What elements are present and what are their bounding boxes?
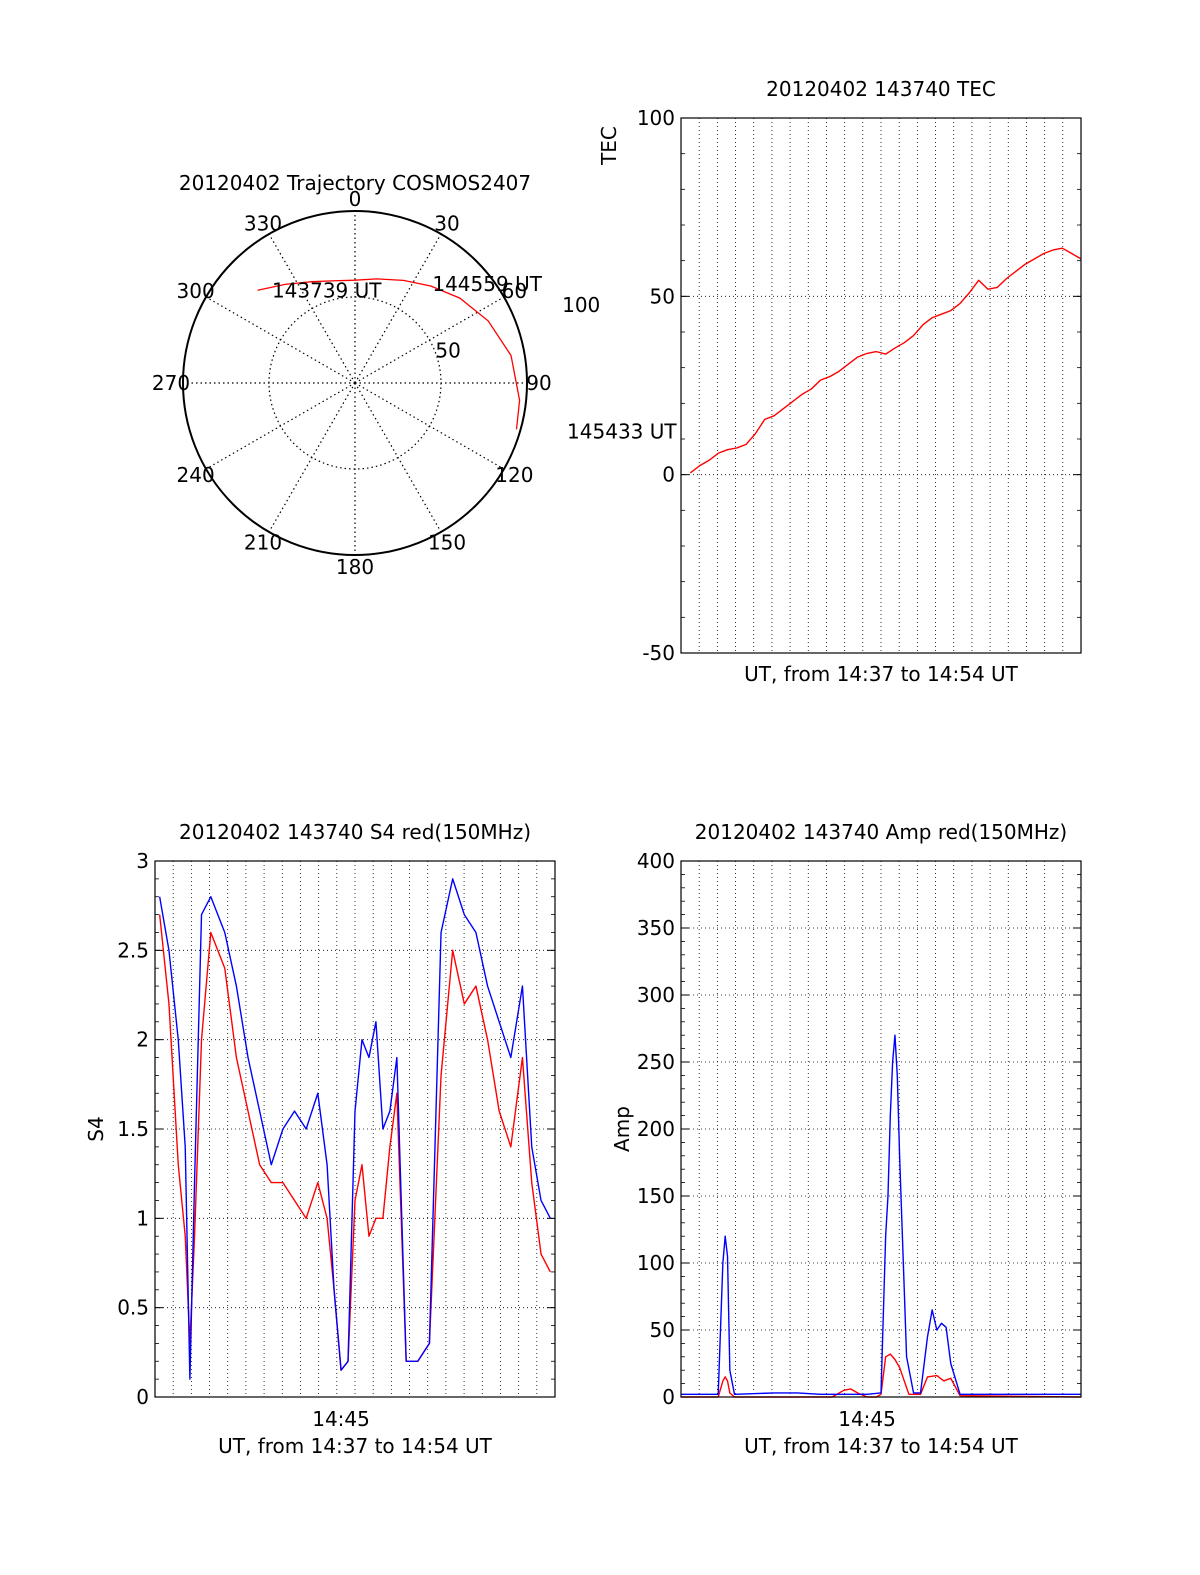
amp-ytick-label: 200 [637, 1117, 675, 1141]
amp-plot-frame [680, 860, 1082, 1398]
polar-spoke-120 [354, 382, 505, 470]
amp-series-blue [681, 1034, 1081, 1396]
s4-chart: 0 0.5 1 1.5 2 2.5 3 14:45 20120402 143740 S4 red… [84, 820, 556, 1458]
tec-ytick-label: 100 [637, 106, 675, 130]
tec-series-red [689, 247, 1082, 474]
polar-spoke-60 [354, 296, 505, 384]
radius-label-100: 100 [562, 293, 600, 317]
tec-plot-frame [680, 117, 1082, 654]
azimuth-label-150: 150 [428, 530, 466, 554]
s4-ytick-label: 2.5 [117, 938, 149, 962]
s4-ytick-label: 1 [136, 1206, 149, 1230]
s4-ytick-label: 0.5 [117, 1296, 149, 1320]
amp-ytick-label: 300 [637, 983, 675, 1007]
tec-ytick-label: 50 [650, 284, 675, 308]
s4-ytick-label: 1.5 [117, 1117, 149, 1141]
azimuth-label-120: 120 [495, 463, 533, 487]
azimuth-label-330: 330 [244, 212, 282, 236]
trajectory-line [257, 278, 521, 430]
radius-label-50: 50 [435, 339, 460, 363]
tec-chart: -50 0 50 100 20120402 143740 TEC UT, from 14:… [597, 77, 1082, 686]
trajectory-time-label: 145433 UT [567, 419, 677, 443]
amp-ytick-label: 100 [637, 1251, 675, 1275]
polar-spoke-300 [205, 296, 356, 384]
s4-ylabel: S4 [84, 1116, 108, 1141]
amp-chart: 0 50 100 150 200 250 300 350 400 14:45 20120402 14… [610, 820, 1082, 1458]
tec-ylabel: TEC [597, 126, 621, 166]
polar-spoke-210 [268, 382, 356, 533]
polar-spoke-240 [205, 382, 356, 470]
polar-spoke-30 [354, 233, 442, 384]
polar-spoke-150 [354, 382, 442, 533]
azimuth-label-30: 30 [434, 212, 459, 236]
azimuth-label-240: 240 [177, 463, 215, 487]
azimuth-label-0: 0 [349, 187, 362, 211]
trajectory-polar-plot: 20120402 Trajectory COSMOS24070306090120… [152, 171, 677, 579]
s4-plot-frame [154, 860, 556, 1398]
azimuth-label-300: 300 [177, 279, 215, 303]
amp-ytick-label: 400 [637, 849, 675, 873]
s4-xtick-label: 14:45 [312, 1407, 370, 1431]
tec-ytick-label: 0 [662, 463, 675, 487]
amp-xtick-label: 14:45 [838, 1407, 896, 1431]
azimuth-label-270: 270 [152, 371, 190, 395]
trajectory-time-label: 143739 UT [272, 279, 382, 303]
amp-ytick-label: 50 [650, 1318, 675, 1342]
amp-title: 20120402 143740 Amp red(150MHz) [695, 820, 1067, 844]
s4-series-blue [158, 878, 551, 1380]
azimuth-label-210: 210 [244, 530, 282, 554]
trajectory-time-label: 144559 UT [432, 272, 542, 296]
s4-ytick-label: 0 [136, 1385, 149, 1409]
amp-series-red [681, 1353, 1082, 1398]
polar-spoke-330 [268, 233, 356, 384]
s4-ytick-label: 2 [136, 1028, 149, 1052]
amp-ytick-label: 150 [637, 1184, 675, 1208]
s4-xlabel: UT, from 14:37 to 14:54 UT [218, 1434, 493, 1458]
amp-ytick-label: 250 [637, 1050, 675, 1074]
amp-ylabel: Amp [610, 1106, 634, 1152]
s4-ytick-label: 3 [136, 849, 149, 873]
azimuth-label-180: 180 [336, 555, 374, 579]
s4-series-red [158, 914, 551, 1371]
amp-ytick-label: 350 [637, 916, 675, 940]
tec-title: 20120402 143740 TEC [766, 77, 996, 101]
azimuth-label-60: 60 [502, 279, 527, 303]
amp-xlabel: UT, from 14:37 to 14:54 UT [744, 1434, 1019, 1458]
tec-xlabel: UT, from 14:37 to 14:54 UT [744, 662, 1019, 686]
tec-ytick-label: -50 [642, 641, 675, 665]
trajectory-title: 20120402 Trajectory COSMOS2407 [179, 171, 531, 195]
azimuth-label-90: 90 [526, 371, 551, 395]
s4-title: 20120402 143740 S4 red(150MHz) [179, 820, 531, 844]
amp-ytick-label: 0 [662, 1385, 675, 1409]
